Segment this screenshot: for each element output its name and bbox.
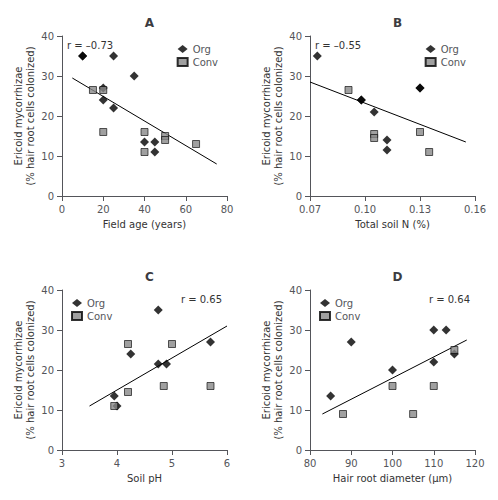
svg-text:Ericoid mycorrhizae: Ericoid mycorrhizae (261, 321, 272, 420)
svg-text:Org: Org (193, 44, 211, 55)
svg-text:(% hair root cells colonized): (% hair root cells colonized) (273, 46, 284, 185)
svg-text:3: 3 (59, 458, 65, 469)
svg-text:r = 0.65: r = 0.65 (181, 294, 222, 305)
svg-text:(% hair root cells colonized): (% hair root cells colonized) (273, 300, 284, 439)
svg-text:110: 110 (424, 458, 443, 469)
svg-text:0: 0 (48, 445, 54, 456)
svg-text:10: 10 (41, 405, 54, 416)
svg-text:40: 40 (289, 285, 302, 296)
svg-text:60: 60 (179, 204, 192, 215)
svg-text:Conv: Conv (87, 311, 112, 322)
svg-text:0: 0 (296, 191, 302, 202)
svg-text:Conv: Conv (335, 311, 360, 322)
svg-text:20: 20 (289, 111, 302, 122)
svg-text:0.13: 0.13 (409, 204, 431, 215)
svg-text:5: 5 (169, 458, 175, 469)
svg-text:Soil pH: Soil pH (127, 473, 162, 484)
svg-text:30: 30 (41, 71, 54, 82)
svg-text:20: 20 (41, 365, 54, 376)
svg-text:Field age (years): Field age (years) (103, 219, 186, 230)
svg-text:30: 30 (41, 325, 54, 336)
svg-text:Conv: Conv (193, 57, 218, 68)
svg-text:0.16: 0.16 (464, 204, 486, 215)
svg-text:40: 40 (41, 31, 54, 42)
svg-text:100: 100 (383, 458, 402, 469)
svg-text:Total soil N (%): Total soil N (%) (354, 219, 430, 230)
svg-text:Conv: Conv (441, 57, 466, 68)
svg-text:30: 30 (289, 71, 302, 82)
svg-text:(% hair root cells colonized): (% hair root cells colonized) (25, 300, 36, 439)
svg-text:10: 10 (41, 151, 54, 162)
svg-text:A: A (145, 16, 155, 30)
svg-text:120: 120 (465, 458, 484, 469)
svg-text:r = 0.64: r = 0.64 (429, 294, 470, 305)
svg-text:Org: Org (441, 44, 459, 55)
svg-text:90: 90 (345, 458, 358, 469)
svg-text:0: 0 (296, 445, 302, 456)
svg-text:80: 80 (304, 458, 317, 469)
svg-text:r = –0.55: r = –0.55 (315, 40, 361, 51)
svg-text:r = –0.73: r = –0.73 (67, 40, 113, 51)
svg-text:20: 20 (97, 204, 110, 215)
svg-text:40: 40 (289, 31, 302, 42)
svg-text:Ericoid mycorrhizae: Ericoid mycorrhizae (261, 67, 272, 166)
svg-text:30: 30 (289, 325, 302, 336)
svg-text:10: 10 (289, 151, 302, 162)
svg-text:10: 10 (289, 405, 302, 416)
svg-text:0: 0 (59, 204, 65, 215)
svg-text:D: D (393, 270, 403, 284)
svg-text:80: 80 (221, 204, 234, 215)
svg-text:0.07: 0.07 (299, 204, 321, 215)
svg-text:0: 0 (48, 191, 54, 202)
svg-text:C: C (145, 270, 154, 284)
svg-text:4: 4 (114, 458, 120, 469)
svg-text:Org: Org (335, 298, 353, 309)
svg-text:40: 40 (41, 285, 54, 296)
svg-text:Ericoid mycorrhizae: Ericoid mycorrhizae (13, 321, 24, 420)
svg-text:Org: Org (87, 298, 105, 309)
svg-text:B: B (393, 16, 402, 30)
svg-text:Hair root diameter (μm): Hair root diameter (μm) (333, 473, 452, 484)
svg-text:20: 20 (289, 365, 302, 376)
svg-text:6: 6 (224, 458, 230, 469)
svg-text:(% hair root cells colonized): (% hair root cells colonized) (25, 46, 36, 185)
svg-text:0.10: 0.10 (354, 204, 376, 215)
svg-text:Ericoid mycorrhizae: Ericoid mycorrhizae (13, 67, 24, 166)
svg-text:40: 40 (138, 204, 151, 215)
svg-text:20: 20 (41, 111, 54, 122)
